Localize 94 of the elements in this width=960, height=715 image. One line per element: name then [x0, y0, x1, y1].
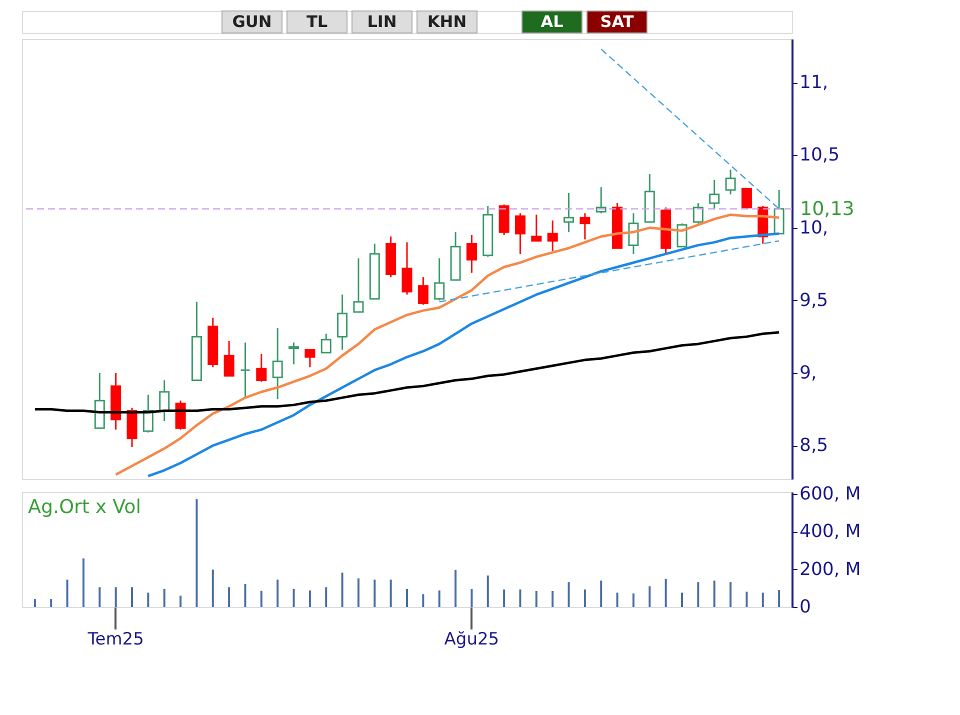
candlestick: [692, 202, 704, 224]
bar: [422, 594, 424, 607]
bar: [762, 592, 764, 607]
bar: [730, 582, 732, 607]
bar: [486, 576, 489, 607]
bar: [114, 587, 117, 607]
bar: [778, 590, 780, 607]
candlestick: [628, 212, 639, 255]
bar: [131, 587, 133, 607]
bar: [681, 592, 683, 607]
bar: [325, 587, 328, 607]
y-tick-label: 400, M: [800, 521, 861, 542]
bar: [535, 590, 538, 607]
candlestick: [304, 349, 316, 368]
bar: [341, 572, 344, 607]
bar: [276, 580, 279, 607]
y-tick-label: 200, M: [800, 558, 861, 580]
bar: [244, 584, 246, 607]
candlestick: [531, 214, 542, 242]
bar: [357, 578, 360, 607]
bar: [50, 599, 52, 607]
candlestick: [240, 342, 250, 398]
bar: [406, 588, 408, 607]
text: KHN: [427, 12, 467, 31]
x-tick-label: Tem25: [86, 630, 144, 650]
y-tick-label: 600, M: [800, 483, 861, 504]
bar: [308, 590, 311, 607]
x-tick-label: Ağu25: [444, 630, 500, 650]
candlestick: [514, 212, 526, 255]
candlestick: [320, 333, 332, 354]
bar: [600, 580, 602, 607]
text: GUN: [232, 12, 272, 31]
ref-line-label: 10,13: [800, 198, 854, 220]
bar: [568, 582, 570, 607]
bar: [584, 589, 586, 607]
annotation: Ag.Ort x Vol: [28, 496, 142, 518]
candlestick: [353, 258, 364, 313]
bar: [147, 592, 150, 607]
candlestick: [676, 222, 688, 248]
candlestick: [224, 340, 234, 377]
bar: [374, 580, 376, 607]
candlestick: [564, 192, 574, 233]
bar: [292, 588, 295, 607]
y-tick-label: 9,5: [800, 290, 828, 311]
candlestick: [272, 327, 283, 400]
y-tick-label: 11,: [800, 72, 828, 94]
candlestick: [337, 294, 348, 351]
text: LIN: [367, 12, 397, 31]
candlestick: [288, 342, 300, 366]
bar: [697, 582, 700, 607]
y-tick-label: 0: [800, 596, 811, 618]
bar: [454, 570, 457, 607]
candlestick: [709, 179, 720, 210]
candlestick: [142, 394, 154, 434]
bar: [34, 599, 36, 607]
candlestick: [741, 188, 752, 210]
y-tick-label: 8,5: [800, 435, 828, 456]
bar: [438, 590, 440, 607]
y-tick-label: 9,: [800, 362, 817, 384]
candlestick: [159, 380, 170, 422]
bar: [713, 580, 716, 607]
bar: [519, 589, 522, 607]
text: SAT: [600, 12, 634, 31]
bar: [746, 592, 748, 607]
candlestick: [256, 353, 267, 382]
candlestick: [725, 168, 736, 196]
candlestick: [547, 220, 558, 252]
bar: [664, 578, 667, 607]
bar: [503, 589, 506, 607]
candlestick: [434, 258, 445, 302]
candlestick: [402, 242, 412, 296]
bar: [196, 499, 198, 607]
bar: [632, 593, 634, 607]
candlestick: [580, 212, 590, 240]
candlestick: [418, 276, 428, 306]
bar: [66, 580, 68, 607]
bar: [163, 588, 166, 607]
bar: [98, 587, 101, 607]
bar: [260, 590, 262, 607]
bar: [648, 586, 651, 607]
bar: [212, 570, 214, 607]
y-tick-label: 10,: [800, 217, 828, 238]
bar: [616, 592, 618, 607]
candlestick: [596, 186, 606, 214]
bar: [470, 589, 473, 607]
bar: [552, 590, 554, 607]
text: TL: [306, 12, 328, 31]
candlestick: [466, 234, 477, 274]
bar: [228, 587, 230, 607]
text: AL: [540, 12, 564, 31]
bar: [180, 596, 182, 607]
bar: [390, 580, 392, 607]
bar: [82, 558, 84, 607]
y-tick-label: 10,5: [800, 144, 840, 166]
